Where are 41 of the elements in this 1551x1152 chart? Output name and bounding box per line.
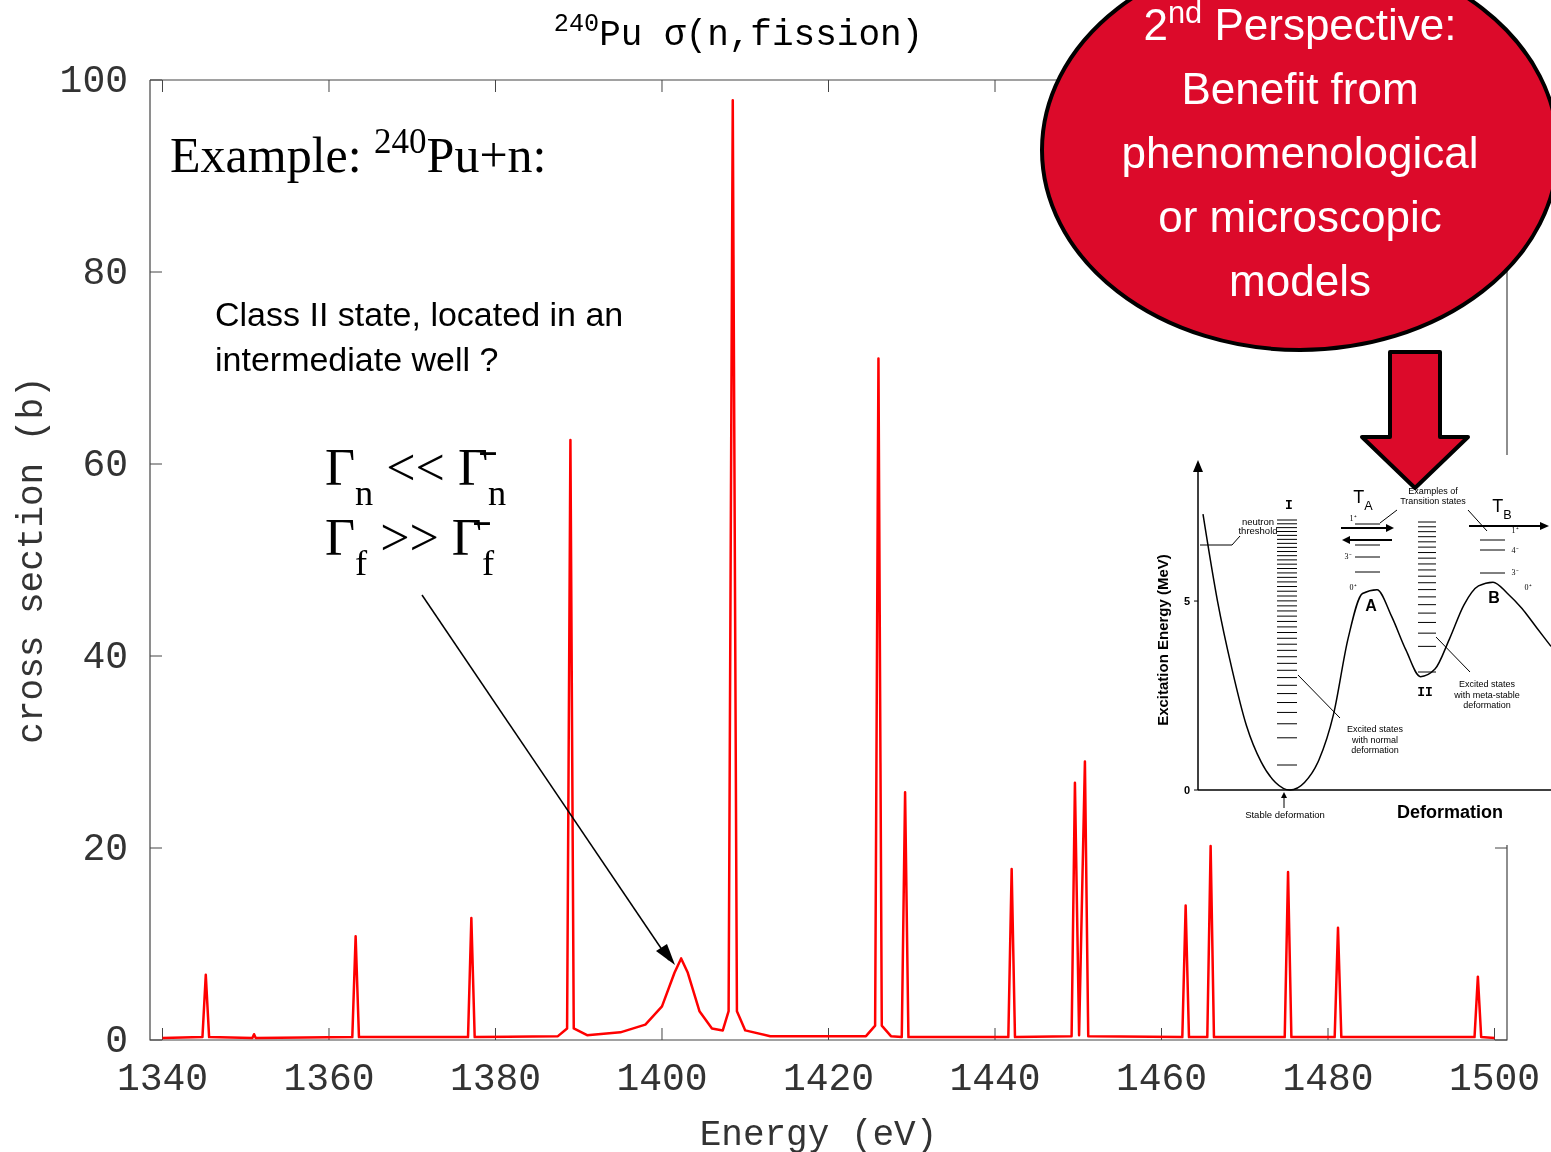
- annotation: 3⁻: [1511, 568, 1519, 577]
- y-tick-label: 20: [82, 828, 128, 871]
- x-tick-label: 1420: [782, 1058, 875, 1101]
- x-tick-label: 1400: [616, 1058, 708, 1101]
- x-tick-label: 1500: [1448, 1058, 1541, 1101]
- annotation: 2$^{nd}$ Perspective: Benefit from phenomenological or microscopic models: [1121, 0, 1479, 305]
- annotation: Example: $^{240}$Pu+n:: [170, 121, 547, 183]
- y-axis-title: Excitation Energy (MeV): [1154, 554, 1171, 726]
- x-tick-label: 1480: [1282, 1058, 1374, 1101]
- annotation: 3⁻: [1344, 552, 1352, 561]
- annotation: II: [1417, 685, 1433, 700]
- annotation: 1⁺: [1349, 514, 1357, 523]
- y-tick-label: 5: [1183, 595, 1190, 608]
- annotation: T$_{B}$: [1492, 496, 1512, 522]
- annotation: I: [1285, 498, 1293, 513]
- y-tick-label: 100: [59, 60, 128, 103]
- x-tick-label: 1460: [1115, 1058, 1208, 1101]
- y-tick-label: 40: [82, 636, 128, 679]
- y-tick-label: 60: [82, 444, 128, 487]
- y-tick-label: 0: [1183, 784, 1190, 796]
- annotation: Class II state, located in an intermediate well ?: [215, 295, 624, 378]
- annotation: B: [1488, 589, 1500, 606]
- annotation: 0⁺: [1349, 583, 1357, 592]
- annotation: 0⁺: [1524, 583, 1532, 592]
- annotation: Excited states with normal deformation: [1346, 724, 1404, 755]
- annotation: T$_{A}$: [1353, 487, 1374, 513]
- annotation: Stable deformation: [1245, 809, 1325, 820]
- x-tick-label: 1380: [449, 1058, 542, 1101]
- annotation: 4⁻: [1511, 546, 1519, 555]
- chart-title: $^{240}$Pu σ(n,fission): [553, 9, 924, 56]
- annotation: Examples of Transition states: [1400, 486, 1467, 506]
- y-tick-label: 80: [82, 252, 128, 295]
- x-tick-label: 1440: [949, 1058, 1041, 1101]
- x-axis-title: Energy (eV): [699, 1115, 938, 1152]
- annotation: Excited states with meta-stable deformation: [1453, 679, 1520, 710]
- annotation: A: [1365, 597, 1378, 614]
- annotation: neutron threshold: [1238, 516, 1278, 536]
- y-axis-title: cross section (b): [12, 376, 53, 744]
- x-tick-label: 1360: [283, 1058, 375, 1101]
- annotation: 1⁺: [1511, 526, 1519, 535]
- x-axis-title: Deformation: [1396, 802, 1504, 822]
